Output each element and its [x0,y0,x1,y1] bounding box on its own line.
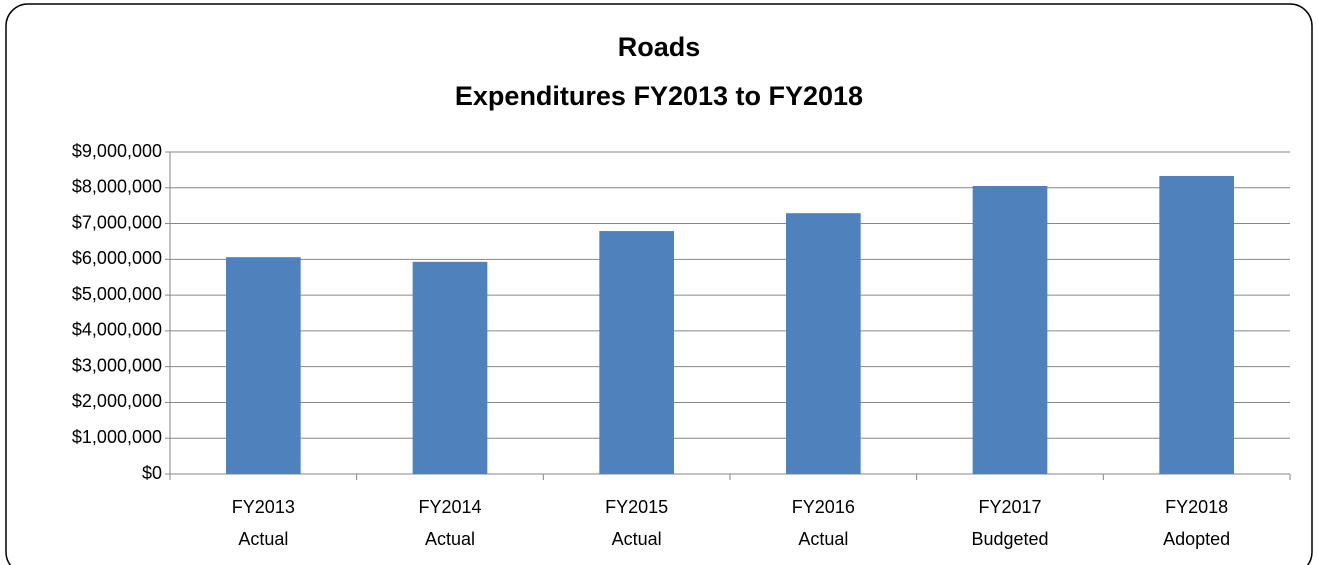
x-tick-label: Actual [425,529,475,549]
x-tick-label: Budgeted [971,529,1048,549]
y-tick-label: $1,000,000 [72,427,162,447]
y-tick-label: $3,000,000 [72,355,162,375]
x-tick-label: FY2018 [1165,497,1228,517]
x-tick-label: FY2013 [232,497,295,517]
x-tick-label: FY2017 [978,497,1041,517]
x-tick-label: Actual [238,529,288,549]
y-tick-label: $9,000,000 [72,141,162,161]
x-tick-label: Adopted [1163,529,1230,549]
y-tick-label: $8,000,000 [72,177,162,197]
y-tick-label: $4,000,000 [72,320,162,340]
x-tick-label: FY2016 [792,497,855,517]
bar [972,185,1048,474]
bar [786,213,861,474]
bar [599,231,674,474]
x-tick-label: FY2015 [605,497,668,517]
y-tick-label: $0 [142,463,162,483]
bar [1159,175,1234,474]
y-tick-label: $2,000,000 [72,391,162,411]
chart-subtitle: Expenditures FY2013 to FY2018 [455,81,863,111]
bar [412,261,488,474]
x-tick-label: FY2014 [418,497,481,517]
chart-title: Roads [618,32,701,62]
y-tick-label: $5,000,000 [72,284,162,304]
y-tick-label: $6,000,000 [72,248,162,268]
x-tick-label: Actual [798,529,848,549]
y-tick-label: $7,000,000 [72,212,162,232]
x-tick-label: Actual [612,529,662,549]
bar [226,257,301,474]
